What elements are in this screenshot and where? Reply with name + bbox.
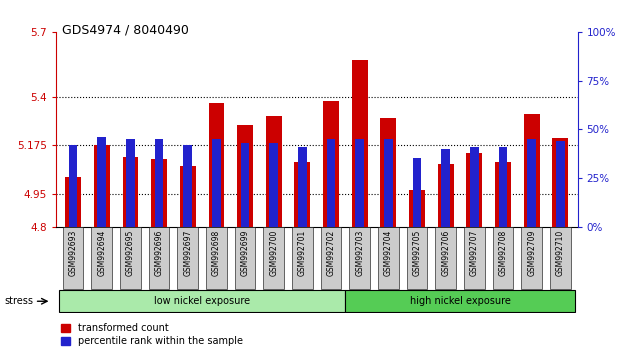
Text: GSM992699: GSM992699 — [240, 230, 250, 276]
Bar — [470, 147, 479, 227]
Text: GSM992693: GSM992693 — [68, 230, 78, 276]
FancyBboxPatch shape — [345, 290, 574, 312]
Bar — [212, 139, 220, 227]
Text: GSM992709: GSM992709 — [527, 230, 536, 276]
Bar — [97, 137, 106, 227]
Bar — [499, 147, 507, 227]
Bar — [266, 116, 281, 227]
FancyBboxPatch shape — [522, 227, 542, 289]
Bar — [413, 158, 421, 227]
Bar — [327, 139, 335, 227]
FancyBboxPatch shape — [59, 290, 345, 312]
Bar — [94, 145, 110, 227]
FancyBboxPatch shape — [120, 227, 141, 289]
FancyBboxPatch shape — [407, 227, 427, 289]
Text: GSM992708: GSM992708 — [499, 230, 507, 276]
FancyBboxPatch shape — [292, 227, 313, 289]
Bar — [69, 145, 78, 227]
Text: GSM992706: GSM992706 — [441, 230, 450, 276]
FancyBboxPatch shape — [91, 227, 112, 289]
FancyBboxPatch shape — [206, 227, 227, 289]
FancyBboxPatch shape — [235, 227, 255, 289]
FancyBboxPatch shape — [350, 227, 370, 289]
Bar — [553, 138, 568, 227]
Bar — [381, 118, 396, 227]
Text: GSM992695: GSM992695 — [126, 230, 135, 276]
Text: GSM992701: GSM992701 — [298, 230, 307, 276]
Bar — [155, 139, 163, 227]
Text: GSM992696: GSM992696 — [155, 230, 163, 276]
FancyBboxPatch shape — [378, 227, 399, 289]
Bar — [352, 60, 368, 227]
Bar — [126, 139, 135, 227]
Bar — [270, 143, 278, 227]
FancyBboxPatch shape — [464, 227, 484, 289]
Bar — [294, 162, 310, 227]
Bar — [237, 125, 253, 227]
Text: GSM992703: GSM992703 — [355, 230, 364, 276]
Bar — [323, 101, 339, 227]
Bar — [466, 153, 483, 227]
Text: GSM992705: GSM992705 — [412, 230, 422, 276]
Bar — [442, 149, 450, 227]
Text: GSM992702: GSM992702 — [327, 230, 335, 276]
Bar — [524, 114, 540, 227]
FancyBboxPatch shape — [149, 227, 170, 289]
Bar — [355, 139, 364, 227]
FancyBboxPatch shape — [263, 227, 284, 289]
FancyBboxPatch shape — [550, 227, 571, 289]
Bar — [556, 141, 564, 227]
Bar — [151, 160, 167, 227]
Bar — [298, 147, 307, 227]
Text: GSM992710: GSM992710 — [556, 230, 565, 276]
Text: low nickel exposure: low nickel exposure — [154, 296, 250, 306]
Bar — [495, 162, 511, 227]
Bar — [384, 139, 392, 227]
Bar — [65, 177, 81, 227]
Bar — [409, 190, 425, 227]
Text: high nickel exposure: high nickel exposure — [410, 296, 510, 306]
Text: GSM992694: GSM992694 — [97, 230, 106, 276]
Bar — [438, 164, 453, 227]
Text: GSM992704: GSM992704 — [384, 230, 393, 276]
FancyBboxPatch shape — [320, 227, 342, 289]
FancyBboxPatch shape — [63, 227, 83, 289]
Text: stress: stress — [4, 296, 34, 306]
FancyBboxPatch shape — [435, 227, 456, 289]
Bar — [209, 103, 224, 227]
FancyBboxPatch shape — [178, 227, 198, 289]
Legend: transformed count, percentile rank within the sample: transformed count, percentile rank withi… — [61, 324, 243, 346]
Text: GSM992698: GSM992698 — [212, 230, 221, 276]
FancyBboxPatch shape — [492, 227, 514, 289]
Bar — [241, 143, 250, 227]
Text: GSM992700: GSM992700 — [270, 230, 278, 276]
Text: GSM992697: GSM992697 — [183, 230, 193, 276]
Bar — [527, 139, 536, 227]
Text: GSM992707: GSM992707 — [470, 230, 479, 276]
Bar — [183, 145, 192, 227]
Bar — [122, 157, 138, 227]
Text: GDS4974 / 8040490: GDS4974 / 8040490 — [62, 23, 189, 36]
Bar — [180, 166, 196, 227]
